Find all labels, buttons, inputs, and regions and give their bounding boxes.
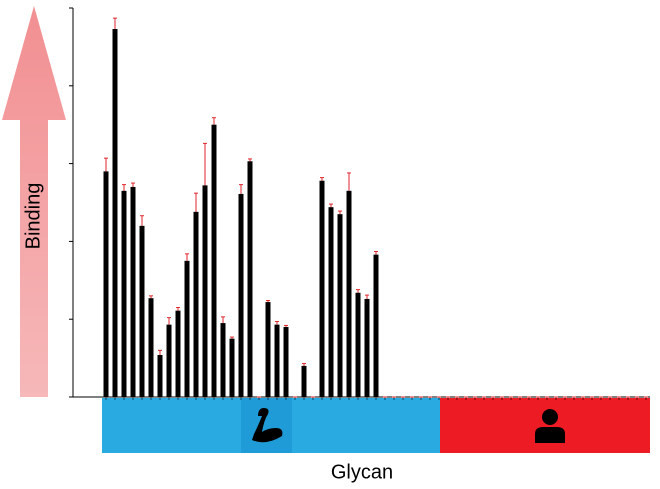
bar — [319, 180, 325, 397]
y-axis-label: Binding — [22, 183, 44, 250]
bar — [265, 302, 271, 397]
bar — [328, 207, 334, 397]
person-head — [542, 409, 558, 425]
bar — [148, 298, 154, 397]
bar — [283, 326, 289, 397]
bar — [103, 171, 109, 397]
swan-icon-box — [241, 398, 292, 453]
bar — [355, 292, 361, 397]
bar — [301, 365, 307, 397]
bar — [337, 214, 343, 397]
x-axis-label: Glycan — [331, 461, 393, 483]
bar — [202, 185, 208, 397]
bar — [247, 161, 253, 397]
swan-icon — [252, 408, 283, 443]
bar — [238, 193, 244, 397]
bar — [373, 254, 379, 397]
bar — [121, 190, 127, 397]
bar — [193, 211, 199, 397]
binding-arrow — [2, 6, 66, 397]
bar — [157, 354, 163, 397]
bar — [112, 29, 118, 397]
bar — [139, 225, 145, 397]
bar — [184, 260, 190, 397]
bar — [220, 323, 226, 397]
bar — [211, 124, 217, 397]
human-region — [440, 398, 650, 453]
bar — [166, 324, 172, 397]
bar — [346, 190, 352, 397]
bar — [229, 338, 235, 397]
person-body — [535, 427, 565, 443]
bar — [274, 324, 280, 397]
bar — [364, 298, 370, 397]
bar — [175, 310, 181, 397]
bar — [130, 186, 136, 397]
